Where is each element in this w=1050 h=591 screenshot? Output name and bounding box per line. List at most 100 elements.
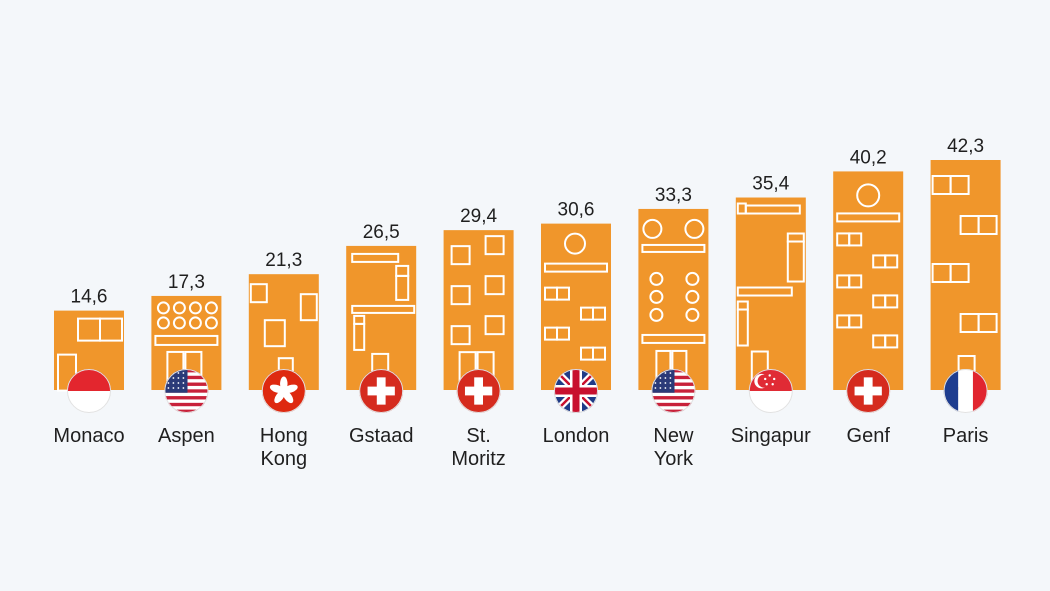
data-label: 14,6	[71, 287, 108, 308]
building-window	[484, 235, 505, 256]
building-window	[856, 183, 881, 208]
building-window	[188, 301, 202, 315]
building-window	[649, 289, 664, 304]
x-tick-label: Hong	[260, 425, 308, 447]
building-window	[884, 254, 899, 269]
building-window	[736, 308, 749, 347]
building-window	[99, 317, 123, 342]
building-windows	[57, 317, 123, 392]
building-window	[977, 313, 998, 333]
building-window	[685, 271, 700, 286]
building-window	[156, 316, 170, 330]
building-window	[949, 175, 970, 195]
building-window	[353, 322, 366, 351]
building-window	[744, 204, 801, 215]
building-window	[641, 243, 706, 253]
data-label: 40,2	[850, 147, 887, 168]
building-window	[592, 346, 606, 361]
building-windows	[544, 232, 608, 361]
building-windows	[450, 235, 505, 384]
building-window	[154, 334, 219, 346]
singapore-flag-icon	[748, 369, 793, 413]
data-label: 29,4	[460, 206, 497, 227]
building-window	[172, 301, 186, 315]
building-window	[884, 294, 899, 309]
data-label: 21,3	[265, 250, 302, 271]
x-tick-label: Paris	[943, 425, 989, 447]
building-window	[556, 286, 570, 301]
building-window	[263, 319, 286, 348]
x-tick-label: Gstaad	[349, 425, 413, 447]
x-tick-label: Aspen	[158, 425, 215, 447]
building-window	[684, 218, 705, 239]
x-tick-label: London	[543, 425, 610, 447]
usa-flag-icon	[164, 369, 209, 413]
data-label: 30,6	[558, 200, 595, 221]
bar	[346, 245, 417, 390]
building-window	[685, 289, 700, 304]
building-window	[836, 212, 901, 223]
building-window	[249, 283, 268, 304]
building-window	[484, 275, 505, 296]
building-window	[685, 307, 700, 322]
building-window	[848, 314, 863, 329]
switzerland-flag-icon	[846, 369, 891, 413]
data-label: 17,3	[168, 272, 205, 293]
data-label: 42,3	[947, 136, 984, 157]
building-window	[949, 263, 970, 283]
building-window	[351, 252, 400, 263]
x-tick-label: Moritz	[451, 448, 505, 470]
building-window	[57, 353, 77, 392]
building-window	[188, 316, 202, 330]
building-window	[395, 274, 410, 301]
france-flag-icon	[943, 369, 988, 413]
building-window	[299, 293, 318, 322]
building-window	[592, 306, 606, 321]
x-tick-label: Monaco	[53, 425, 124, 447]
x-tick-label: St.	[466, 425, 490, 447]
building-window	[204, 301, 218, 315]
x-tick-label: Singapur	[731, 425, 811, 447]
data-label: 35,4	[752, 174, 789, 195]
bar-group	[930, 160, 1001, 390]
bar-group	[346, 245, 417, 391]
x-tick-label: Genf	[847, 425, 891, 447]
building-window	[450, 285, 471, 306]
monaco-flag-icon	[67, 369, 111, 413]
building-window	[544, 262, 608, 273]
building-window	[848, 274, 863, 289]
switzerland-flag-icon	[359, 369, 404, 413]
bar-group	[443, 230, 514, 390]
building-window	[884, 334, 899, 349]
building-window	[786, 240, 805, 283]
building-window	[450, 245, 471, 266]
building-window	[736, 286, 793, 297]
building-window	[156, 301, 170, 315]
building-window	[649, 271, 664, 286]
x-tick-label: Kong	[260, 448, 307, 470]
bar	[833, 171, 904, 390]
data-label: 26,5	[363, 222, 400, 243]
building-windows	[351, 252, 416, 391]
bar-group	[541, 223, 611, 390]
bar	[930, 160, 1001, 390]
building-window	[642, 218, 663, 239]
uk-flag-icon	[554, 369, 598, 413]
bar-group	[638, 208, 709, 392]
hong-kong-flag-icon	[261, 369, 306, 413]
building-window	[977, 215, 998, 235]
building-window	[848, 232, 863, 247]
building-window	[641, 333, 706, 344]
building-window	[484, 315, 505, 336]
x-tick-label: York	[654, 448, 694, 470]
bar-group	[833, 171, 904, 390]
building-windows	[736, 202, 805, 393]
data-label: 33,3	[655, 185, 692, 206]
building-window	[556, 326, 570, 341]
usa-flag-icon	[651, 369, 696, 413]
building-window	[172, 316, 186, 330]
building-window	[351, 304, 416, 314]
building-window	[204, 316, 218, 330]
x-tick-label: New	[653, 425, 694, 447]
